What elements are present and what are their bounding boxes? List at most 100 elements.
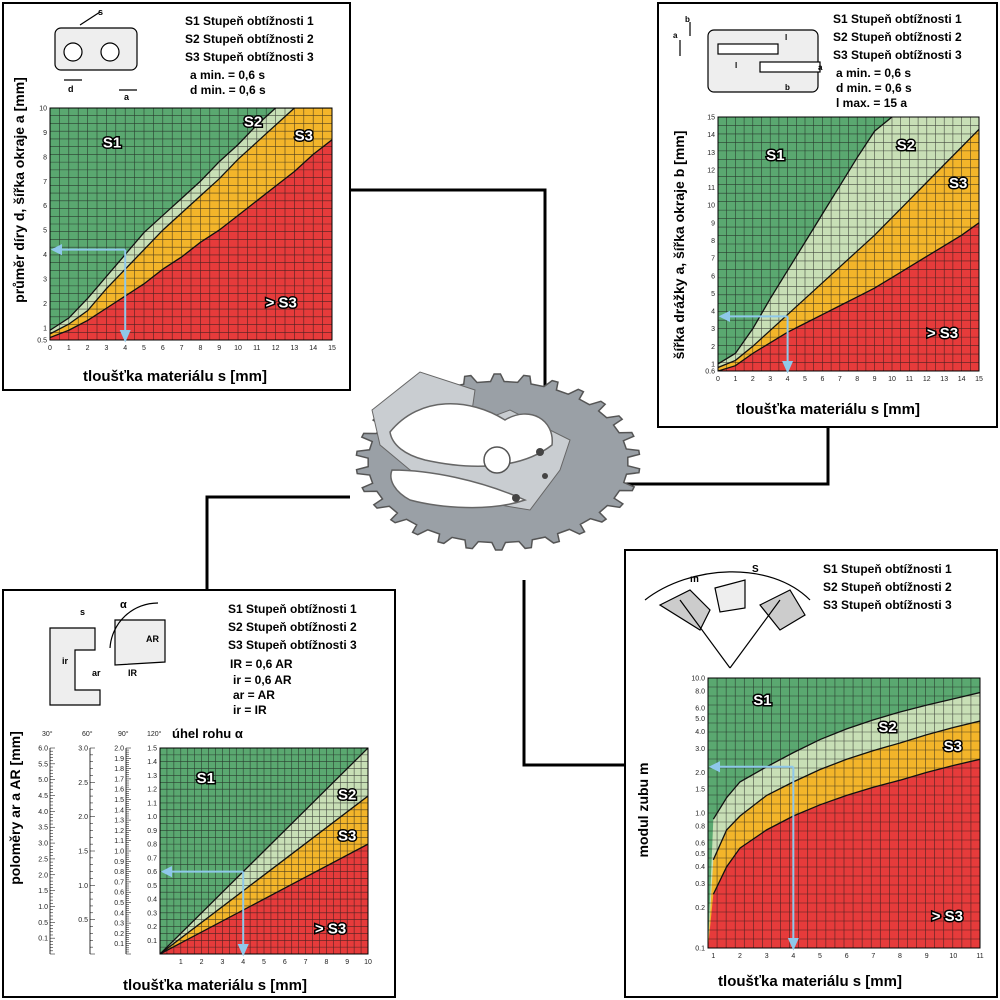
y-tick-label: 0.6 [705,369,715,376]
note-d-min: d min. = 0,6 s [836,81,912,95]
x-tick-label: 10 [364,959,372,966]
chart-corner-radius: S1 S2 S3 > S3 1 2 3 4 5 6 7 8 9 10 0.1 0.2 0.3 0.4 0.5 0.6 0… [147,746,372,967]
y-tick-label: 0.8 [147,842,157,849]
panel-slots: b a l l a b S1 Stupeň obtížnosti 1 S2 St… [657,2,998,428]
x-axis-label: tloušťka materiálu s [mm] [718,973,902,990]
legend-s1: S1 Stupeň obtížnosti 1 [823,562,952,576]
angle-scale-tick-label: 0.9 [114,859,124,866]
angle-scale-tick-label: 3.0 [78,746,88,753]
boundary-s1 [50,108,295,331]
radii-sketch [49,602,166,706]
angle-scale-tick-label: 0.8 [114,869,124,876]
plot-frame [717,116,980,372]
y-tick-label: 2 [43,301,47,308]
slots-sketch [679,22,821,93]
note-radius-1: IR = 0,6 AR [230,657,293,671]
x-tick-label: 8 [855,376,859,383]
angle-scale-tick-label: 1.0 [38,904,48,911]
boundary-s2 [160,795,368,954]
angle-scale-tick-label: 3.5 [38,825,48,832]
note-radius-2: ir = 0,6 AR [233,673,292,687]
x-tick-label: 3 [768,376,772,383]
grid [50,108,332,340]
y-tick-label: 6.0 [695,705,705,712]
angle-scale-tick-label: 4.5 [38,793,48,800]
legend-s1: S1 Stupeň obtížnosti 1 [228,602,357,616]
y-tick-label: 3.0 [695,746,705,753]
x-tick-label: 13 [940,376,948,383]
x-tick-label: 5 [818,953,822,960]
angle-scale-tick-label: 1.0 [114,849,124,856]
x-tick-label: 14 [958,376,966,383]
x-tick-label: 9 [345,959,349,966]
zone-label-beyond: > S3 [315,920,346,937]
angle-scale-tick-label: 4.0 [38,809,48,816]
x-tick-label: 6 [845,953,849,960]
x-tick-label: 2 [200,959,204,966]
y-axis-label: šířka drážky a, šířka okraje b [mm] [671,131,687,360]
y-tick-label: 11 [708,185,715,192]
x-tick-label: 3 [220,959,224,966]
angle-scale-tick-label: 2.5 [78,780,88,787]
boundary-s3 [718,222,979,371]
grid [160,748,368,954]
x-tick-label: 6 [283,959,287,966]
x-tick-label: 7 [180,345,184,352]
boundary-s2 [718,128,979,369]
connector-lines [205,188,830,767]
x-tick-label: 1 [733,376,737,383]
angle-scale-tick-label: 1.8 [114,766,124,773]
angle-scale-tick-label: 2.0 [38,872,48,879]
boundary-s3 [50,139,332,339]
boundary-s1 [718,117,893,365]
angle-scale-tick-label: 0.6 [114,890,124,897]
y-tick-label: 5 [711,291,715,298]
note-a-min: a min. = 0,6 s [836,66,911,80]
y-tick-label: 1.1 [147,800,157,807]
angle-scale-tick-label: 1.1 [114,838,124,845]
x-tick-label: 12 [272,345,280,352]
y-tick-label: 0.3 [147,910,157,917]
y-tick-label: 8.0 [695,689,705,696]
grid [718,117,979,371]
gear-sketch-label-S: S [752,564,759,575]
plot-area [708,678,980,948]
x-tick-label: 14 [309,345,317,352]
x-tick-label: 1 [67,345,71,352]
gear-tooth-sketch [644,571,811,669]
x-tick-label: 8 [898,953,902,960]
y-tick-label: 0.1 [695,946,705,953]
y-tick-label: 2.0 [695,770,705,777]
y-tick-label: 0.6 [147,869,157,876]
y-tick-label: 1.5 [695,787,705,794]
plot-frame [49,107,333,341]
angle-scale-tick-label: 1.3 [114,818,124,825]
x-tick-label: 4 [786,376,790,383]
boundary-s1 [712,691,980,820]
holes-sketch-label-s: s [98,7,103,17]
radii-sketch-label-s: s [80,607,85,617]
legend-s2: S2 Stupeň obtížnosti 2 [833,30,962,44]
y-tick-label: 0.5 [147,883,157,890]
zone-label-s3: S3 [944,738,962,755]
y-tick-label: 0.2 [147,924,157,931]
x-tick-label: 9 [217,345,221,352]
y-tick-label: 0.5 [37,338,47,345]
y-tick-label: 2 [711,344,715,351]
x-tick-label: 0 [48,345,52,352]
y-tick-label: 0.2 [695,905,705,912]
x-tick-label: 1 [711,953,715,960]
legend-s1: S1 Stupeň obtížnosti 1 [833,12,962,26]
angle-scales: 30° 0.1 0.5 1.0 1.5 2.0 2.5 3.0 3.5 4.0 4.5 5.0 5.5 6… [38,730,162,955]
y-tick-label: 7 [43,179,47,186]
x-tick-label: 3 [765,953,769,960]
x-tick-label: 2 [738,953,742,960]
x-tick-label: 6 [161,345,165,352]
zone-label-s1: S1 [197,770,215,787]
radii-sketch-label-alpha: α [120,599,127,611]
angle-scale-tick-label: 2.0 [78,814,88,821]
y-tick-label: 0.9 [147,828,157,835]
x-tick-label: 2 [86,345,90,352]
